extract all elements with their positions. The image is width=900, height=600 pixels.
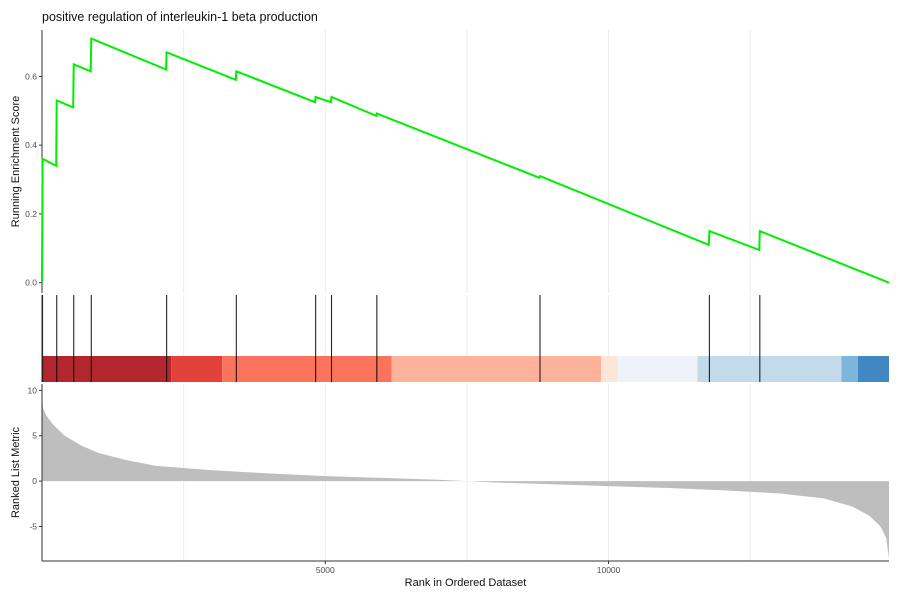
- gene-hits-panel: [41, 295, 889, 382]
- heatmap-band: [601, 356, 618, 382]
- gene-hit-marks: [42, 295, 761, 382]
- heatmap-band: [222, 356, 392, 382]
- x-tick-label: 5000: [316, 565, 335, 575]
- rank-heatmap-bar: [42, 356, 889, 382]
- heatmap-band: [697, 356, 842, 382]
- x-axis-ticks: 5000 10000: [316, 561, 621, 575]
- y-tick-label: 0.2: [25, 209, 37, 219]
- heatmap-band: [617, 356, 698, 382]
- heatmap-band: [171, 356, 223, 382]
- ranked-metric-panel: -5 0 5 10 5000 10000 Ranked List Metric Rank…: [10, 384, 889, 589]
- ranked-metric-area: [42, 389, 889, 559]
- y-tick-label: 0: [32, 476, 37, 486]
- y-tick-label: 0.6: [25, 71, 37, 81]
- y-tick-label: 0.0: [25, 278, 37, 288]
- x-axis-label: Rank in Ordered Dataset: [405, 577, 527, 589]
- y-tick-label: 10: [28, 385, 38, 395]
- heatmap-band: [42, 356, 172, 382]
- heatmap-band: [391, 356, 602, 382]
- y-tick-label: 0.4: [25, 140, 37, 150]
- x-tick-label: 10000: [597, 565, 621, 575]
- ranked-metric-y-ticks: -5 0 5 10: [28, 385, 42, 532]
- chart-title: positive regulation of interleukin-1 bet…: [42, 10, 318, 24]
- heatmap-band: [857, 356, 889, 382]
- y-tick-label: -5: [29, 522, 37, 532]
- ranked-metric-y-label: Ranked List Metric: [10, 426, 22, 518]
- running-score-y-label: Running Enrichment Score: [10, 96, 22, 227]
- running-score-line: [41, 37, 890, 284]
- ranked-metric-gridlines: [183, 384, 751, 561]
- running-score-y-ticks: 0.0 0.2 0.4 0.6: [25, 71, 42, 288]
- running-score-gridlines: [183, 30, 751, 293]
- gene-hits-gridlines: [183, 295, 751, 356]
- heatmap-band: [841, 356, 858, 382]
- running-score-panel: 0.0 0.2 0.4 0.6 Running Enrichment Score: [10, 30, 890, 293]
- y-tick-label: 5: [32, 431, 37, 441]
